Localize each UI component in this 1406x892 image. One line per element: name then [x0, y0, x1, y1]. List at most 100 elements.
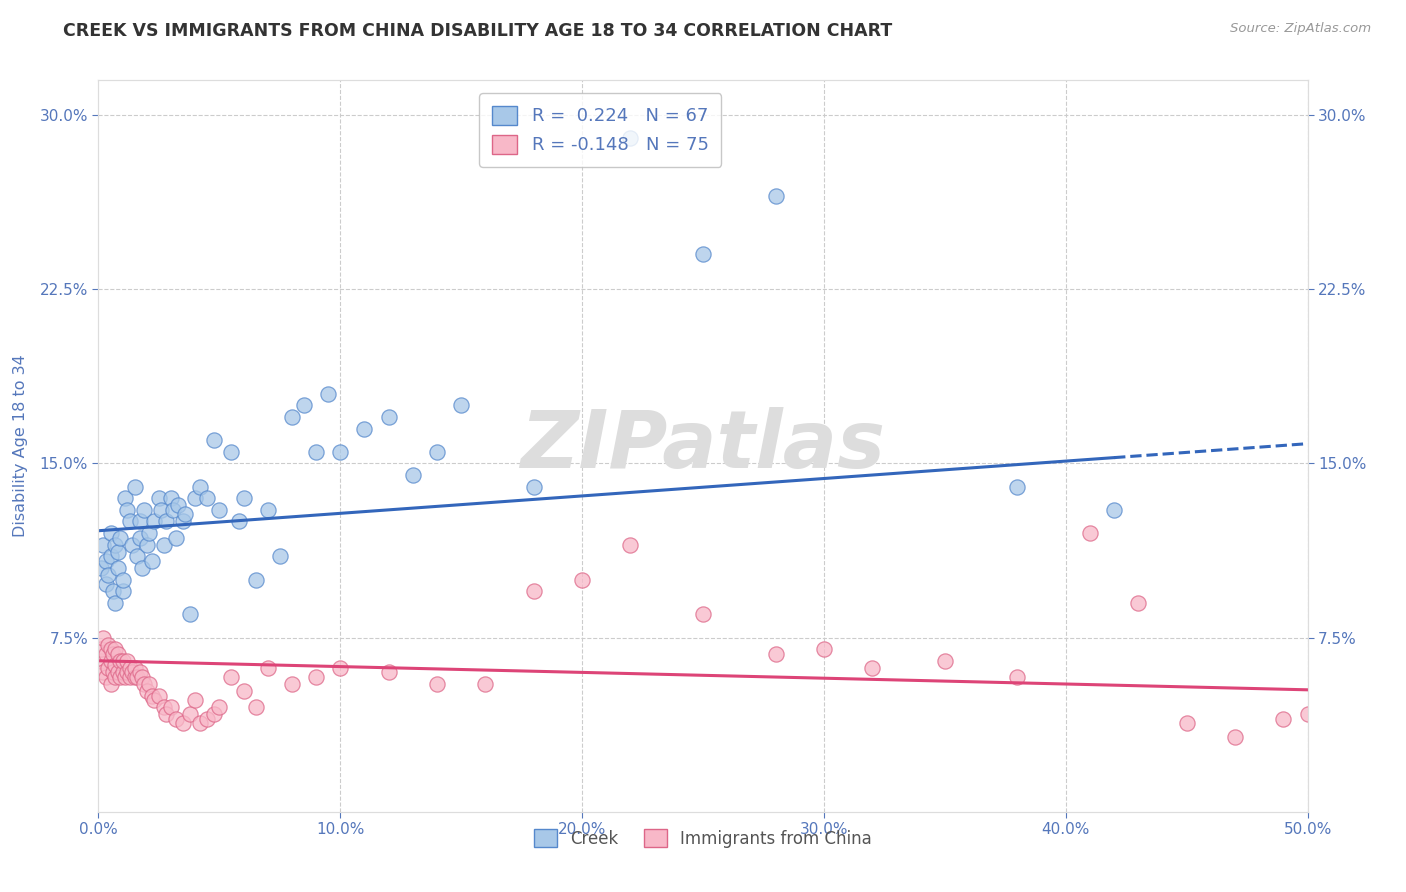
- Point: [160, 491, 183, 506]
- Point: [1272, 712, 1295, 726]
- Point: [121, 665, 143, 680]
- Point: [104, 538, 127, 552]
- Point: [426, 445, 449, 459]
- Point: [108, 670, 131, 684]
- Point: [104, 658, 127, 673]
- Point: [100, 642, 122, 657]
- Point: [104, 596, 127, 610]
- Text: CREEK VS IMMIGRANTS FROM CHINA DISABILITY AGE 18 TO 34 CORRELATION CHART: CREEK VS IMMIGRANTS FROM CHINA DISABILIT…: [63, 22, 893, 40]
- Point: [118, 661, 141, 675]
- Point: [377, 409, 399, 424]
- Point: [619, 538, 641, 552]
- Point: [1296, 707, 1319, 722]
- Point: [232, 684, 254, 698]
- Point: [108, 531, 131, 545]
- Point: [127, 549, 149, 564]
- Point: [107, 544, 129, 558]
- Point: [305, 445, 328, 459]
- Point: [269, 549, 291, 564]
- Point: [128, 531, 150, 545]
- Point: [179, 707, 201, 722]
- Point: [148, 689, 170, 703]
- Point: [172, 716, 194, 731]
- Y-axis label: Disability Age 18 to 34: Disability Age 18 to 34: [14, 355, 28, 537]
- Point: [134, 677, 156, 691]
- Point: [101, 665, 124, 680]
- Point: [90, 654, 112, 668]
- Point: [165, 712, 187, 726]
- Point: [128, 665, 150, 680]
- Point: [135, 538, 157, 552]
- Point: [474, 677, 496, 691]
- Point: [128, 515, 150, 529]
- Point: [221, 445, 243, 459]
- Point: [221, 670, 243, 684]
- Point: [692, 247, 714, 261]
- Legend: Creek, Immigrants from China: Creek, Immigrants from China: [527, 822, 879, 855]
- Point: [97, 661, 120, 675]
- Point: [1175, 716, 1198, 731]
- Point: [100, 526, 122, 541]
- Point: [188, 716, 211, 731]
- Point: [143, 515, 166, 529]
- Point: [184, 693, 207, 707]
- Point: [155, 515, 177, 529]
- Point: [127, 670, 149, 684]
- Point: [155, 707, 177, 722]
- Point: [1007, 670, 1029, 684]
- Point: [100, 677, 122, 691]
- Point: [281, 677, 304, 691]
- Point: [184, 491, 207, 506]
- Point: [934, 654, 956, 668]
- Point: [107, 665, 129, 680]
- Point: [101, 647, 124, 661]
- Point: [172, 515, 194, 529]
- Text: ZIPatlas: ZIPatlas: [520, 407, 886, 485]
- Point: [329, 661, 352, 675]
- Point: [450, 398, 472, 412]
- Point: [91, 538, 114, 552]
- Point: [256, 661, 278, 675]
- Point: [91, 631, 114, 645]
- Point: [124, 670, 146, 684]
- Point: [134, 503, 156, 517]
- Point: [131, 561, 153, 575]
- Point: [245, 573, 267, 587]
- Point: [195, 491, 218, 506]
- Point: [111, 654, 134, 668]
- Point: [281, 409, 304, 424]
- Point: [107, 647, 129, 661]
- Point: [1102, 503, 1125, 517]
- Point: [208, 700, 231, 714]
- Point: [141, 554, 163, 568]
- Point: [353, 421, 375, 435]
- Point: [174, 508, 197, 522]
- Point: [111, 584, 134, 599]
- Point: [1128, 596, 1150, 610]
- Point: [692, 607, 714, 622]
- Point: [377, 665, 399, 680]
- Point: [90, 561, 112, 575]
- Point: [523, 584, 546, 599]
- Point: [148, 491, 170, 506]
- Point: [97, 638, 120, 652]
- Point: [256, 503, 278, 517]
- Point: [118, 515, 141, 529]
- Point: [245, 700, 267, 714]
- Point: [100, 654, 122, 668]
- Point: [150, 503, 173, 517]
- Point: [765, 189, 787, 203]
- Point: [141, 689, 163, 703]
- Point: [160, 700, 183, 714]
- Point: [138, 526, 160, 541]
- Point: [100, 549, 122, 564]
- Point: [179, 607, 201, 622]
- Point: [124, 480, 146, 494]
- Point: [108, 654, 131, 668]
- Point: [860, 661, 883, 675]
- Point: [619, 131, 641, 145]
- Point: [124, 661, 146, 675]
- Point: [523, 480, 546, 494]
- Point: [1007, 480, 1029, 494]
- Point: [107, 561, 129, 575]
